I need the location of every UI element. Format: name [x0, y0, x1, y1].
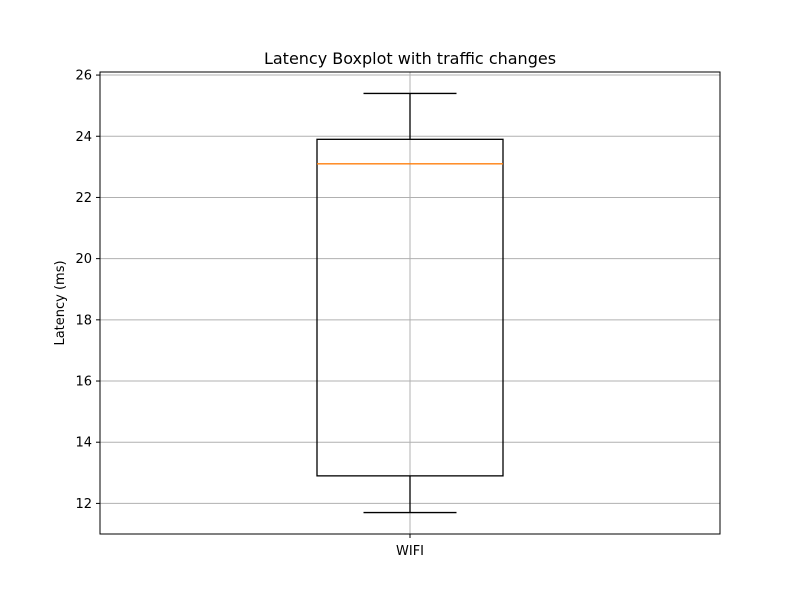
box-series	[316, 92, 504, 514]
y-tick-label: 18	[75, 313, 92, 328]
y-tick-label: 14	[75, 436, 92, 451]
y-axis-ticks: 12 14 16 18 20 22 24 26	[75, 69, 100, 512]
y-tick-label: 26	[75, 69, 92, 84]
y-tick-label: 20	[75, 252, 92, 267]
y-tick-label: 16	[75, 375, 92, 390]
iqr-box	[316, 138, 504, 477]
x-axis-ticks: WIFI	[396, 534, 424, 559]
y-axis-label: Latency (ms)	[53, 260, 68, 345]
x-tick-label: WIFI	[396, 544, 424, 559]
y-tick-label: 22	[75, 191, 92, 206]
chart-title: Latency Boxplot with traffic changes	[264, 49, 556, 68]
y-tick-label: 24	[75, 130, 92, 145]
box-wifi	[316, 92, 504, 514]
grid-lines	[100, 72, 720, 534]
y-tick-label: 12	[75, 497, 92, 512]
